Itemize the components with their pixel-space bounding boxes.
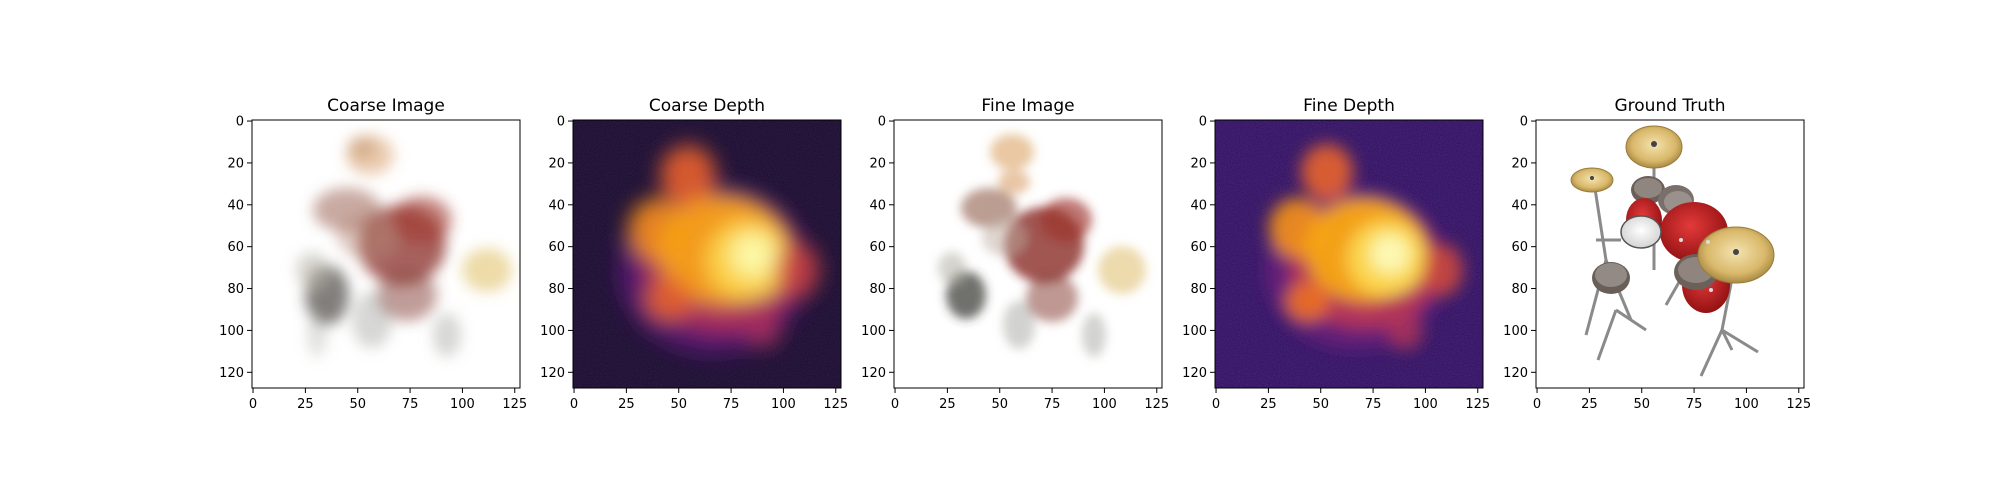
x-tick-label: 125: [1465, 397, 1490, 412]
y-tick-label: 0: [1520, 115, 1528, 130]
y-tick-label: 60: [548, 240, 565, 255]
x-tick-label: 50: [349, 397, 366, 412]
x-ticks: 0 25 50 75 100 125: [891, 388, 1169, 412]
x-tick-label: 125: [1786, 397, 1811, 412]
x-tick-label: 75: [723, 397, 740, 412]
y-tick-label: 0: [236, 115, 244, 130]
image-area: [894, 120, 1162, 388]
panel-title: Ground Truth: [1614, 96, 1725, 116]
x-tick-label: 100: [771, 397, 796, 412]
x-ticks: 0 25 50 75 100 125: [570, 388, 848, 412]
y-tick-label: 80: [869, 282, 886, 297]
x-tick-label: 0: [891, 397, 899, 412]
y-tick-label: 20: [548, 156, 565, 171]
x-tick-label: 75: [402, 397, 419, 412]
x-tick-label: 25: [618, 397, 635, 412]
x-tick-label: 0: [249, 397, 257, 412]
y-tick-label: 120: [219, 366, 244, 381]
y-tick-label: 120: [1182, 366, 1207, 381]
x-tick-label: 125: [502, 397, 527, 412]
y-tick-label: 40: [548, 198, 565, 213]
y-tick-label: 40: [1190, 198, 1207, 213]
y-tick-label: 20: [869, 156, 886, 171]
y-ticks: 0 20 40 60 80 100 120: [1182, 115, 1215, 381]
x-tick-label: 125: [823, 397, 848, 412]
axes-frame: [893, 119, 1163, 389]
y-tick-label: 40: [869, 198, 886, 213]
y-tick-label: 60: [1511, 240, 1528, 255]
y-tick-label: 80: [1190, 282, 1207, 297]
x-tick-label: 50: [1312, 397, 1329, 412]
x-tick-label: 100: [450, 397, 475, 412]
y-tick-label: 100: [861, 324, 886, 339]
axes-frame: [1535, 119, 1805, 389]
x-tick-label: 75: [1365, 397, 1382, 412]
y-tick-label: 20: [1190, 156, 1207, 171]
panel-coarse-image: Coarse Image 0 25 50 75 100 125 0 20 40 60 80 100: [219, 96, 527, 412]
y-tick-label: 0: [557, 115, 565, 130]
y-tick-label: 80: [227, 282, 244, 297]
axes-frame: [1214, 119, 1484, 389]
x-tick-label: 125: [1144, 397, 1169, 412]
x-ticks: 0 25 50 75 100 125: [1533, 388, 1811, 412]
image-area: [252, 120, 520, 388]
x-tick-label: 100: [1092, 397, 1117, 412]
x-tick-label: 25: [1260, 397, 1277, 412]
axes-frame: [251, 119, 521, 389]
x-tick-label: 100: [1413, 397, 1438, 412]
y-tick-label: 80: [548, 282, 565, 297]
x-tick-label: 0: [1212, 397, 1220, 412]
x-tick-label: 0: [570, 397, 578, 412]
image-area: [1215, 120, 1483, 388]
panel-coarse-depth: Coarse Depth 0 25 50 75 100 125 0 20 40 60 80 100 1…: [540, 96, 848, 412]
y-ticks: 0 20 40 60 80 100 120: [219, 115, 252, 381]
y-tick-label: 40: [227, 198, 244, 213]
y-tick-label: 0: [1199, 115, 1207, 130]
y-tick-label: 40: [1511, 198, 1528, 213]
x-tick-label: 50: [670, 397, 687, 412]
x-ticks: 0 25 50 75 100 125: [1212, 388, 1490, 412]
y-tick-label: 60: [1190, 240, 1207, 255]
y-ticks: 0 20 40 60 80 100 120: [861, 115, 894, 381]
x-tick-label: 0: [1533, 397, 1541, 412]
y-tick-label: 60: [227, 240, 244, 255]
y-ticks: 0 20 40 60 80 100 120: [540, 115, 573, 381]
axes-frame: [572, 119, 842, 389]
x-tick-label: 50: [1633, 397, 1650, 412]
panel-fine-image: Fine Image 0 25 50 75 100 125 0 20 40 60 80 100 120: [861, 96, 1169, 412]
panel-title: Fine Image: [981, 96, 1074, 116]
panel-title: Coarse Depth: [649, 96, 765, 116]
drum-kit-illustration: [1570, 125, 1775, 377]
x-tick-label: 50: [991, 397, 1008, 412]
y-tick-label: 0: [878, 115, 886, 130]
x-tick-label: 100: [1734, 397, 1759, 412]
y-tick-label: 60: [869, 240, 886, 255]
y-tick-label: 120: [540, 366, 565, 381]
y-tick-label: 100: [1182, 324, 1207, 339]
x-tick-label: 25: [1581, 397, 1598, 412]
panel-fine-depth: Fine Depth 0 25 50 75 100 125 0 20 40 60 80 100 120: [1182, 96, 1490, 412]
x-tick-label: 25: [939, 397, 956, 412]
y-tick-label: 120: [1503, 366, 1528, 381]
x-tick-label: 25: [297, 397, 314, 412]
panel-ground-truth: Ground Truth: [1503, 96, 1811, 412]
x-tick-label: 75: [1686, 397, 1703, 412]
image-area: [1536, 120, 1804, 388]
panel-title: Fine Depth: [1303, 96, 1395, 116]
y-tick-label: 120: [861, 366, 886, 381]
panel-title: Coarse Image: [327, 96, 445, 116]
x-ticks: 0 25 50 75 100 125: [249, 388, 527, 412]
y-tick-label: 20: [1511, 156, 1528, 171]
y-ticks: 0 20 40 60 80 100 120: [1503, 115, 1536, 381]
x-tick-label: 75: [1044, 397, 1061, 412]
image-area: [573, 120, 841, 388]
y-tick-label: 100: [1503, 324, 1528, 339]
y-tick-label: 100: [540, 324, 565, 339]
y-tick-label: 80: [1511, 282, 1528, 297]
y-tick-label: 100: [219, 324, 244, 339]
y-tick-label: 20: [227, 156, 244, 171]
